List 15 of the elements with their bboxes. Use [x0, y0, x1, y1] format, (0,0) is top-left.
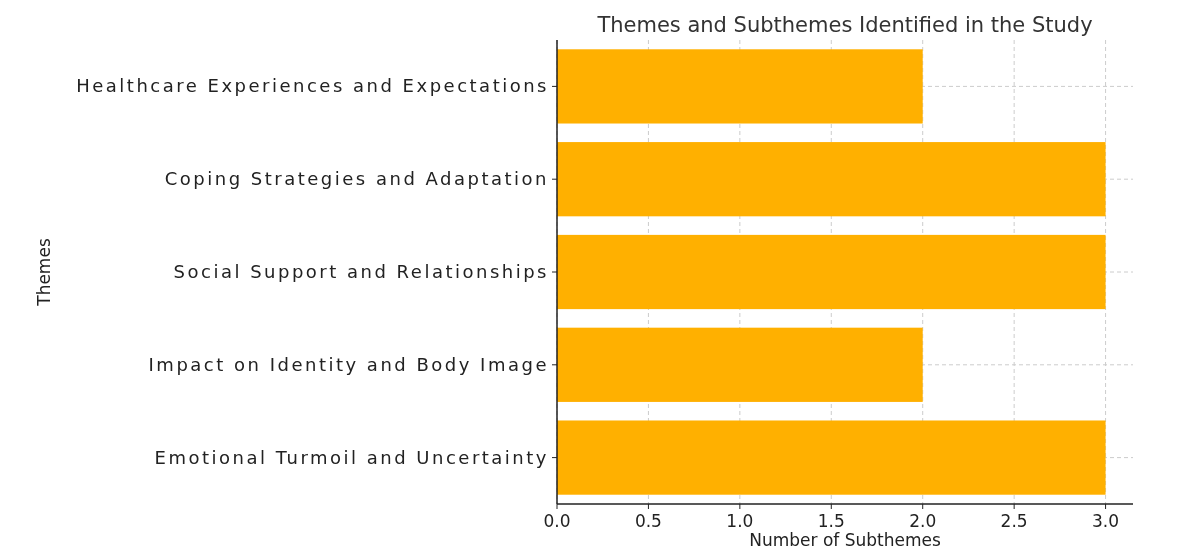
x-tick-label: 3.0: [1092, 511, 1120, 531]
x-tick-label: 2.0: [909, 511, 937, 531]
y-axis-title: Themes: [34, 238, 54, 307]
x-axis-title: Number of Subthemes: [749, 530, 941, 550]
y-tick-label: Emotional Turmoil and Uncertainty: [154, 446, 549, 468]
x-tick-label: 1.5: [817, 511, 845, 531]
y-tick-label: Coping Strategies and Adaptation: [164, 168, 549, 190]
chart-title: Themes and Subthemes Identified in the Study: [596, 13, 1093, 37]
y-tick-label: Healthcare Experiences and Expectations: [76, 75, 549, 97]
x-tick-label: 1.0: [726, 511, 754, 531]
x-tick-label: 2.5: [1000, 511, 1028, 531]
x-tick-label: 0.0: [543, 511, 571, 531]
y-tick-label: Social Support and Relationships: [173, 261, 549, 282]
x-tick-label: 0.5: [634, 511, 662, 531]
y-tick-label: Impact on Identity and Body Image: [148, 353, 549, 375]
